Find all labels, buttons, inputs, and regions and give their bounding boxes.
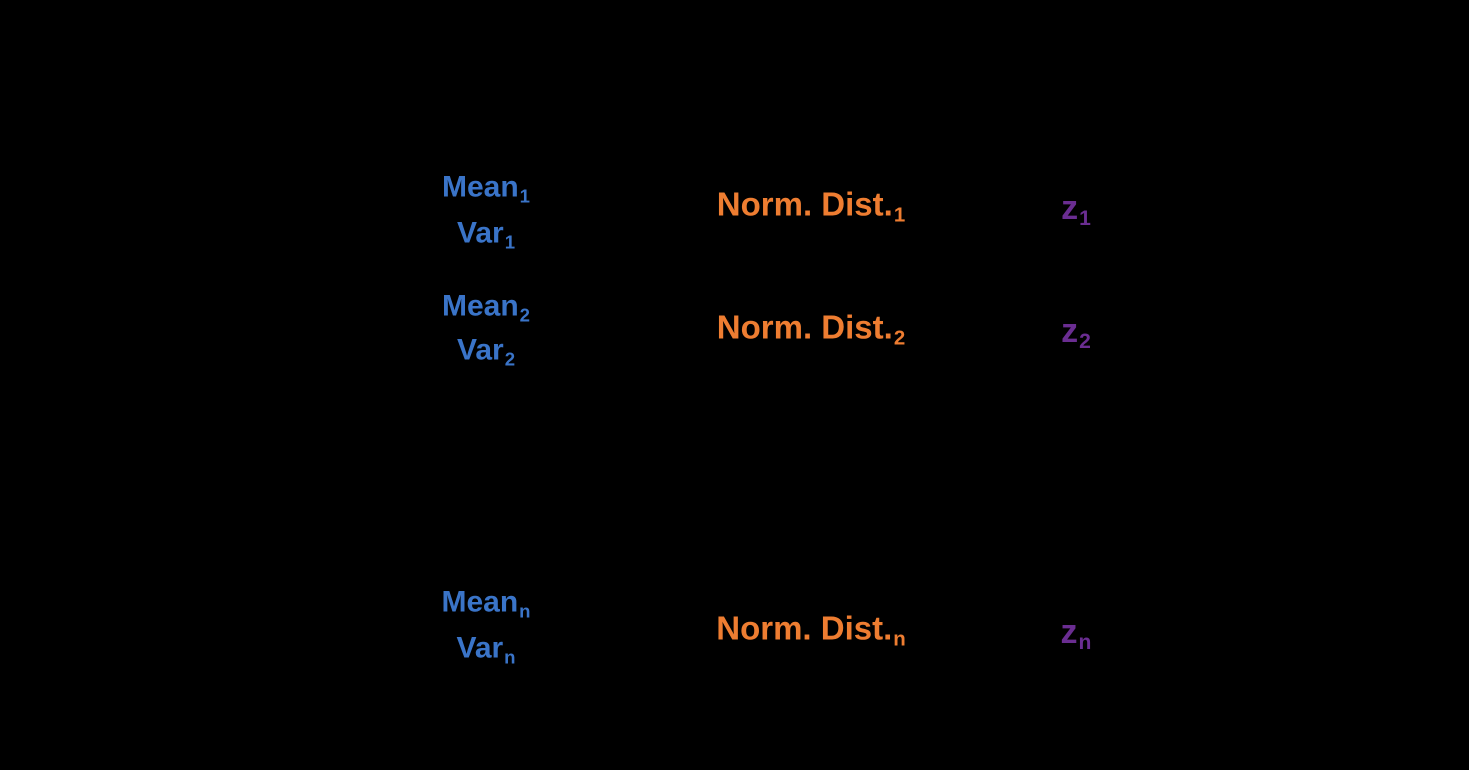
mean-label-2: Mean2 bbox=[442, 291, 530, 324]
z-label-1-subscript: 1 bbox=[1079, 207, 1091, 231]
z-label-1-base: z bbox=[1061, 188, 1079, 227]
norm-dist-label-n: Norm. Dist.n bbox=[716, 612, 906, 651]
mean-label-2-base: Mean bbox=[441, 289, 519, 323]
z-label-2-subscript: 2 bbox=[1079, 330, 1091, 354]
var-label-n: Varn bbox=[456, 633, 515, 666]
mean-label-1: Mean1 bbox=[442, 172, 530, 205]
mean-label-n: Meann bbox=[441, 587, 530, 620]
norm-dist-label-n-base: Norm. Dist. bbox=[716, 609, 893, 647]
norm-dist-label-2-base: Norm. Dist. bbox=[716, 308, 893, 346]
mean-label-1-subscript: 1 bbox=[519, 184, 531, 206]
mean-label-n-subscript: n bbox=[519, 599, 531, 621]
var-label-1-subscript: 1 bbox=[504, 230, 516, 252]
norm-dist-label-1: Norm. Dist.1 bbox=[717, 188, 905, 227]
mean-label-1-base: Mean bbox=[441, 170, 519, 204]
z-label-n-subscript: n bbox=[1078, 631, 1092, 655]
norm-dist-label-n-subscript: n bbox=[893, 627, 906, 651]
var-label-1-base: Var bbox=[456, 216, 504, 250]
var-label-2-subscript: 2 bbox=[504, 347, 516, 369]
norm-dist-label-1-subscript: 1 bbox=[893, 203, 906, 227]
z-label-n: zn bbox=[1061, 615, 1092, 653]
norm-dist-label-2: Norm. Dist.2 bbox=[717, 311, 905, 350]
var-label-2: Var2 bbox=[457, 335, 515, 368]
norm-dist-label-1-base: Norm. Dist. bbox=[716, 185, 893, 223]
var-label-1: Var1 bbox=[457, 218, 515, 251]
var-label-n-subscript: n bbox=[504, 645, 516, 667]
z-label-2-base: z bbox=[1061, 311, 1079, 350]
z-label-2: z2 bbox=[1061, 314, 1091, 352]
z-label-n-base: z bbox=[1060, 612, 1078, 651]
z-label-1: z1 bbox=[1061, 191, 1091, 229]
var-label-n-base: Var bbox=[456, 631, 504, 665]
norm-dist-label-2-subscript: 2 bbox=[893, 326, 906, 350]
mean-label-2-subscript: 2 bbox=[519, 303, 531, 325]
mean-label-n-base: Mean bbox=[441, 585, 519, 619]
var-label-2-base: Var bbox=[456, 333, 504, 367]
